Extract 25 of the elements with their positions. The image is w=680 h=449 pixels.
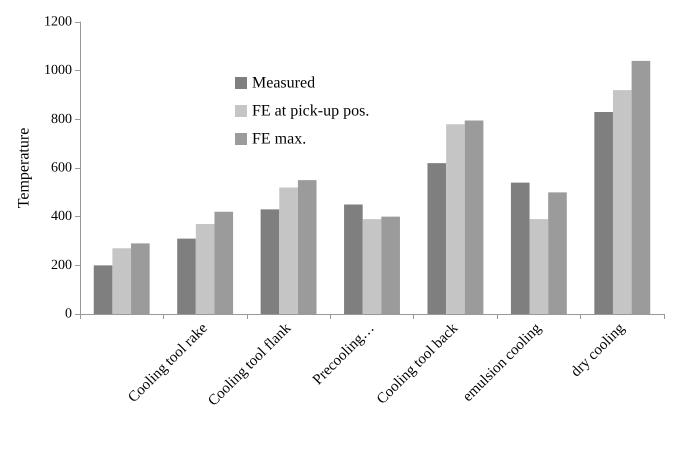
bar — [177, 238, 196, 314]
y-tick-label: 800 — [51, 112, 72, 127]
bar — [427, 163, 446, 314]
bar — [530, 219, 548, 314]
bar — [279, 187, 298, 314]
y-tick-label: 600 — [51, 160, 72, 176]
bar — [94, 265, 112, 314]
y-tick-label: 400 — [51, 209, 72, 224]
y-tick-label: 1200 — [44, 14, 72, 30]
bar — [362, 219, 382, 314]
y-tick-label: 1000 — [44, 63, 72, 78]
legend-label: FE at pick-up pos. — [252, 102, 370, 120]
bar — [594, 112, 613, 314]
y-axis-title: Temperature — [16, 128, 32, 208]
bar — [612, 90, 632, 314]
bar — [112, 248, 132, 314]
bar — [344, 204, 363, 314]
legend-label: Measured — [252, 74, 316, 92]
y-tick-label: 200 — [51, 258, 72, 273]
bar — [260, 209, 280, 314]
bar — [196, 224, 214, 314]
y-tick-label: 0 — [65, 306, 72, 322]
bar — [510, 182, 530, 314]
legend-label: FE max. — [252, 130, 306, 148]
bar — [446, 124, 465, 314]
